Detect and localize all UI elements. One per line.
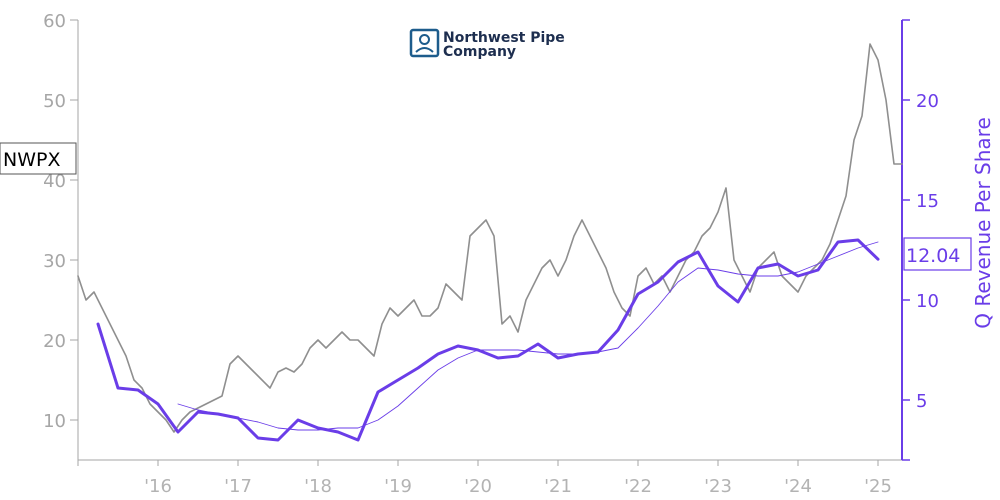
left-y-tick-label: 50	[43, 91, 66, 112]
x-tick-label: '20	[464, 476, 492, 497]
revenue-average-line	[177, 241, 879, 431]
right-y-axis: 5 10 15 20	[902, 19, 939, 461]
right-y-tick-label: 15	[916, 191, 939, 212]
left-y-tick-label: 40	[43, 171, 66, 192]
right-axis-title: Q Revenue Per Share	[971, 117, 995, 329]
x-tick-label: '22	[624, 476, 652, 497]
left-y-tick-label: 30	[43, 251, 66, 272]
left-y-axis: 10 20 30 40 50 60	[43, 11, 78, 432]
last-value-box	[903, 237, 972, 271]
x-tick-label: '19	[384, 476, 412, 497]
x-tick-label: '23	[704, 476, 732, 497]
x-tick-label: '17	[224, 476, 252, 497]
price-line	[77, 43, 903, 433]
company-logo: Northwest Pipe Company	[409, 28, 565, 60]
x-tick-label: '21	[544, 476, 572, 497]
plot-area	[77, 43, 903, 442]
x-tick-label: '18	[304, 476, 332, 497]
logo-icon-body	[415, 47, 434, 53]
left-y-tick-label: 20	[43, 331, 66, 352]
logo-line-2: Company	[443, 44, 516, 60]
ticker-label: NWPX	[0, 142, 77, 175]
last-value-marker: 12.04	[903, 237, 972, 271]
ticker-text: NWPX	[3, 149, 60, 171]
x-tick-label: '24	[784, 476, 812, 497]
right-y-tick-label: 10	[916, 291, 939, 312]
right-y-tick-label: 20	[916, 91, 939, 112]
x-tick-label: '16	[144, 476, 172, 497]
last-value-text: 12.04	[906, 245, 960, 267]
x-tick-label: '25	[864, 476, 892, 497]
left-y-tick-label: 60	[43, 11, 66, 32]
revenue-line	[96, 238, 880, 442]
logo-icon-head	[419, 34, 430, 45]
logo-line-1: Northwest Pipe	[443, 30, 565, 46]
x-axis: '16 '17 '18 '19 '20 '21 '22 '23 '24 '25	[77, 460, 892, 497]
left-y-tick-label: 10	[43, 411, 66, 432]
right-y-tick-label: 5	[916, 391, 927, 412]
ticker-box	[0, 142, 77, 175]
